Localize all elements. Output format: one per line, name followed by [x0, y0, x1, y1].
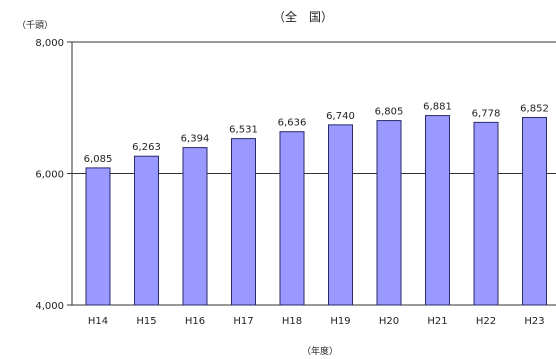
x-tick-label: H22	[476, 316, 496, 327]
chart-title: （全 国）	[273, 9, 333, 24]
bar	[182, 147, 208, 306]
data-label: 6,531	[229, 125, 258, 136]
x-tick-label: H15	[136, 316, 156, 327]
plot-area: 4,000 6,000 8,000 6,085 H14 6,263 H15 6,394 H16 6…	[35, 38, 556, 327]
x-tick-label: H21	[427, 316, 447, 327]
bar	[376, 120, 402, 306]
data-label: 6,881	[423, 102, 452, 113]
bar	[279, 131, 305, 306]
x-tick-label: H14	[88, 316, 108, 327]
bar	[425, 115, 450, 306]
data-label: 6,852	[520, 103, 549, 114]
x-tick-label: H17	[233, 316, 253, 327]
data-label: 6,740	[326, 111, 355, 122]
bar	[231, 138, 256, 306]
data-label: 6,263	[132, 142, 161, 153]
x-tick-label: H20	[379, 316, 399, 327]
data-label: 6,085	[84, 154, 113, 165]
x-tick-label: H16	[185, 316, 205, 327]
x-tick-label: H23	[524, 316, 544, 327]
data-label: 6,394	[181, 134, 210, 145]
bar	[85, 167, 111, 306]
x-tick-label: H18	[282, 316, 302, 327]
data-label: 6,778	[472, 108, 501, 119]
bar	[522, 116, 547, 306]
y-tick-label: 6,000	[35, 170, 64, 181]
x-tick-label: H19	[330, 316, 350, 327]
data-label: 6,805	[375, 107, 404, 118]
bar	[134, 155, 159, 306]
y-tick-label: 8,000	[35, 38, 64, 49]
bar	[328, 124, 353, 306]
data-label: 6,636	[278, 118, 307, 129]
bar	[473, 121, 499, 306]
y-tick-label: 4,000	[35, 301, 64, 312]
y-axis-unit-label: （千頭）	[17, 20, 53, 31]
x-axis-label: （年度）	[302, 345, 338, 357]
